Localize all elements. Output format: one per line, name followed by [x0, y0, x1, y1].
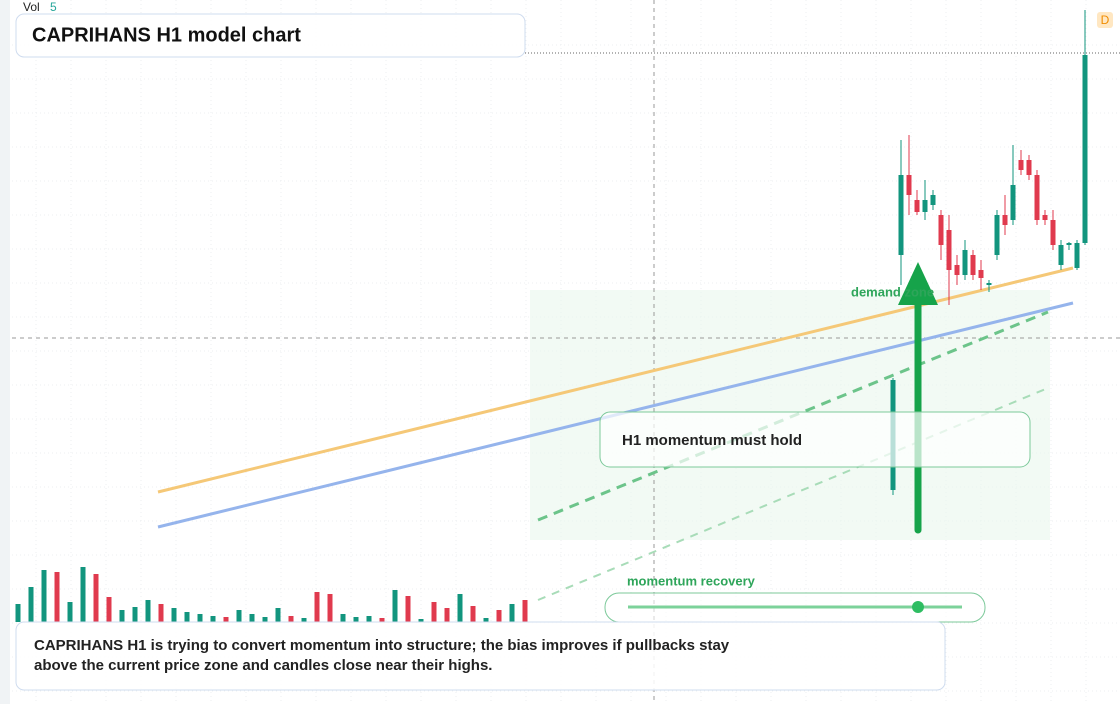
volume-bar — [431, 602, 437, 622]
volume-bar — [41, 570, 47, 622]
volume-bar — [236, 610, 242, 622]
candle-body — [906, 175, 912, 195]
volume-bar — [353, 617, 359, 622]
volume-bar — [106, 597, 112, 622]
volume-bar — [223, 617, 229, 622]
hold-label: H1 momentum must hold — [622, 432, 802, 449]
candle-body — [930, 195, 936, 205]
volume-bar — [197, 614, 203, 622]
volume-bar — [15, 604, 21, 622]
volume-bar — [249, 614, 255, 622]
recovery-label: momentum recovery — [627, 573, 756, 588]
volume-bar — [67, 602, 73, 622]
volume-bar — [418, 619, 424, 622]
candle-body — [1066, 243, 1072, 245]
volume-bar — [145, 600, 151, 622]
volume-bar — [93, 574, 99, 622]
volume-bar — [54, 572, 60, 622]
candle-body — [1074, 243, 1080, 268]
volume-bar — [509, 604, 515, 622]
volume-bar — [132, 607, 138, 622]
left-edge — [0, 0, 10, 704]
volume-bar — [379, 618, 385, 622]
volume-bar — [366, 616, 372, 622]
volume-bar — [210, 616, 216, 622]
candle-body — [978, 270, 984, 278]
volume-bar — [496, 610, 502, 622]
candle-body — [1002, 215, 1008, 225]
candle-body — [1034, 175, 1040, 220]
candle-body — [898, 175, 904, 255]
badge: D — [1101, 13, 1110, 27]
candle-body — [1018, 160, 1024, 170]
volume-bar — [119, 610, 125, 622]
badge-bg — [1097, 12, 1113, 28]
support-faint — [537, 387, 1049, 601]
candle-body — [914, 200, 920, 212]
candle-body — [922, 200, 928, 212]
volume-bar — [392, 590, 398, 622]
candle-body — [1010, 185, 1016, 220]
title: CAPRIHANS H1 model chart — [32, 24, 301, 46]
candle-body — [1050, 220, 1056, 245]
volume-bar — [288, 616, 294, 622]
candle-body — [946, 230, 952, 270]
arrow-head — [898, 262, 938, 305]
volume-bar — [522, 600, 528, 622]
recovery-knob — [912, 601, 924, 613]
title-box — [15, 13, 526, 58]
summary-box — [15, 621, 946, 691]
candle-body — [1058, 245, 1064, 265]
vol-value: 5 — [50, 0, 57, 14]
vol-label: Vol — [23, 0, 40, 14]
candle-body — [1042, 215, 1048, 220]
volume-bar — [327, 594, 333, 622]
volume-bar — [275, 608, 281, 622]
volume-bar — [457, 594, 463, 622]
candle-body — [938, 215, 944, 245]
volume-bar — [171, 608, 177, 622]
candle-body — [1026, 160, 1032, 175]
volume-bar — [158, 604, 164, 622]
candle-body — [986, 283, 992, 285]
summary-wrap: CAPRIHANS H1 is trying to convert moment… — [34, 637, 730, 674]
candle-body — [954, 265, 960, 275]
volume-bar — [184, 612, 190, 622]
candle-body — [994, 215, 1000, 255]
summary: CAPRIHANS H1 is trying to convert moment… — [34, 637, 730, 674]
zone-label: demand zone — [851, 284, 934, 299]
volume-bar — [301, 618, 307, 622]
volume-bar — [405, 596, 411, 622]
candle-body — [1082, 55, 1088, 243]
candle-body — [970, 255, 976, 275]
candle-body — [962, 250, 968, 275]
volume-bar — [483, 618, 489, 622]
volume-bar — [262, 617, 268, 622]
volume-bar — [80, 567, 86, 622]
hold-box — [599, 411, 1031, 468]
volume-bar — [340, 614, 346, 622]
volume-bar — [444, 608, 450, 622]
volume-bar — [314, 592, 320, 622]
volume-bar — [470, 606, 476, 622]
volume-bar — [28, 587, 34, 622]
